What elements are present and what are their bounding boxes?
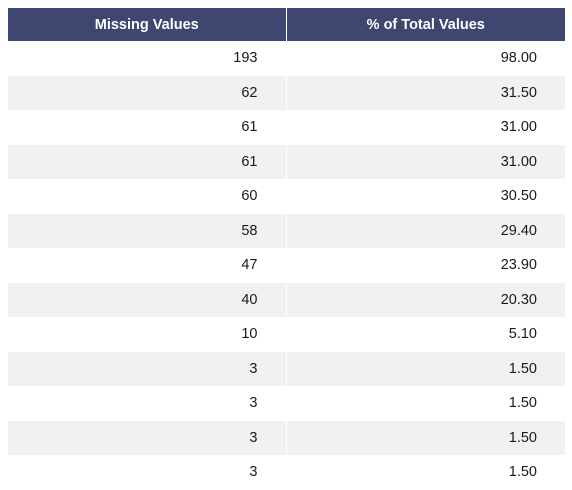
cell-percent-total: 31.00 [286,110,565,145]
cell-percent-total: 23.90 [286,248,565,283]
table-row: 3 1.50 [8,455,565,490]
header-row: Missing Values % of Total Values [8,8,565,41]
cell-missing-values: 60 [8,179,287,214]
table-row: 3 1.50 [8,386,565,421]
cell-percent-total: 31.50 [286,75,565,110]
table-row: 62 31.50 [8,75,565,110]
table-row: 58 29.40 [8,213,565,248]
cell-missing-values: 3 [8,420,287,455]
missing-values-table-container: Missing Values % of Total Values 193 98.0… [8,8,565,490]
cell-missing-values: 62 [8,75,287,110]
cell-percent-total: 20.30 [286,282,565,317]
table-header: Missing Values % of Total Values [8,8,565,41]
header-percent-total: % of Total Values [286,8,565,41]
cell-percent-total: 1.50 [286,455,565,490]
cell-missing-values: 47 [8,248,287,283]
table-body: 193 98.00 62 31.50 61 31.00 61 31.00 60 30.50 58 29… [8,41,565,490]
cell-percent-total: 1.50 [286,351,565,386]
cell-missing-values: 3 [8,455,287,490]
cell-missing-values: 193 [8,41,287,76]
table-row: 61 31.00 [8,110,565,145]
cell-missing-values: 61 [8,144,287,179]
table-row: 60 30.50 [8,179,565,214]
table-row: 47 23.90 [8,248,565,283]
header-missing-values: Missing Values [8,8,287,41]
cell-percent-total: 1.50 [286,420,565,455]
cell-missing-values: 3 [8,386,287,421]
cell-missing-values: 10 [8,317,287,352]
table-row: 61 31.00 [8,144,565,179]
cell-missing-values: 58 [8,213,287,248]
cell-missing-values: 3 [8,351,287,386]
table-row: 3 1.50 [8,420,565,455]
cell-percent-total: 30.50 [286,179,565,214]
cell-percent-total: 1.50 [286,386,565,421]
cell-percent-total: 29.40 [286,213,565,248]
cell-percent-total: 5.10 [286,317,565,352]
cell-percent-total: 98.00 [286,41,565,76]
cell-missing-values: 40 [8,282,287,317]
table-row: 10 5.10 [8,317,565,352]
cell-percent-total: 31.00 [286,144,565,179]
table-row: 193 98.00 [8,41,565,76]
table-row: 40 20.30 [8,282,565,317]
cell-missing-values: 61 [8,110,287,145]
missing-values-table: Missing Values % of Total Values 193 98.0… [8,8,565,490]
table-row: 3 1.50 [8,351,565,386]
